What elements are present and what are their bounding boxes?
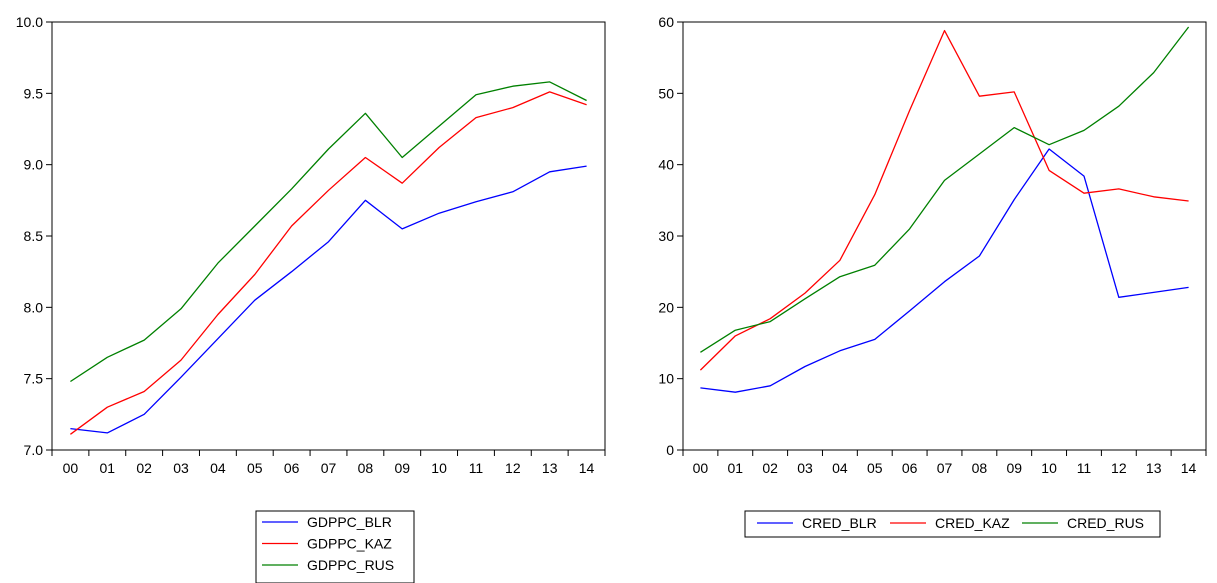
y-tick-label: 0 — [666, 442, 674, 458]
y-tick-label: 7.5 — [24, 371, 44, 387]
y-tick-label: 8.5 — [24, 228, 44, 244]
x-tick-label: 02 — [136, 460, 152, 476]
x-tick-label: 08 — [972, 460, 988, 476]
series-line-gdppc_kaz — [70, 91, 587, 435]
legend-box — [744, 510, 1161, 538]
x-tick-label: 06 — [902, 460, 918, 476]
y-tick-label: 7.0 — [24, 442, 44, 458]
x-tick-label: 12 — [1111, 460, 1127, 476]
x-tick-label: 11 — [1077, 460, 1092, 476]
x-tick-label: 01 — [728, 460, 744, 476]
x-tick-label: 01 — [100, 460, 116, 476]
y-tick-label: 9.0 — [24, 157, 44, 173]
x-tick-label: 05 — [867, 460, 883, 476]
y-tick-label: 10.0 — [16, 14, 43, 30]
x-tick-label: 00 — [693, 460, 709, 476]
y-tick-label: 8.0 — [24, 299, 44, 315]
x-tick-label: 08 — [358, 460, 374, 476]
legend: GDPPC_BLR GDPPC_KAZ GDPPC_RUS — [255, 510, 415, 583]
legend: CRED_BLR CRED_KAZ CRED_RUS — [744, 510, 1161, 538]
x-tick-label: 07 — [321, 460, 337, 476]
legend-box — [255, 510, 415, 583]
plot-frame — [682, 21, 1207, 451]
x-tick-label: 09 — [394, 460, 410, 476]
x-tick-label: 07 — [937, 460, 953, 476]
y-tick-label: 50 — [658, 85, 674, 101]
series-line-cred_kaz — [699, 29, 1189, 371]
series-line-gdppc_rus — [70, 81, 587, 383]
y-tick-label: 30 — [658, 228, 674, 244]
y-tick-label: 10 — [658, 371, 674, 387]
x-tick-label: 09 — [1006, 460, 1022, 476]
y-tick-label: 60 — [658, 14, 674, 30]
x-tick-label: 05 — [247, 460, 263, 476]
series-line-cred_rus — [700, 26, 1190, 353]
x-tick-label: 06 — [284, 460, 300, 476]
x-tick-label: 13 — [542, 460, 558, 476]
legend-label: GDPPC_KAZ — [307, 536, 392, 552]
plot-frame — [51, 21, 606, 451]
x-tick-label: 11 — [469, 460, 484, 476]
x-tick-label: 12 — [505, 460, 521, 476]
x-tick-label: 14 — [1181, 460, 1197, 476]
legend-label: GDPPC_BLR — [307, 514, 392, 530]
x-tick-label: 03 — [797, 460, 813, 476]
series-line-gdppc_blr — [70, 165, 587, 434]
series-line-cred_blr — [700, 148, 1189, 393]
x-tick-label: 13 — [1146, 460, 1162, 476]
legend-label: CRED_RUS — [1067, 515, 1144, 531]
legend-label: CRED_BLR — [802, 515, 877, 531]
y-tick-label: 9.5 — [24, 85, 44, 101]
y-tick-label: 20 — [658, 299, 674, 315]
chart-panel-1: 7.0 7.5 8.0 8.5 9.0 9.5 10.0 00 01 02 03 04 05 06 07 08… — [16, 14, 606, 583]
chart-panel-2: 0 10 20 30 40 50 60 00 01 02 03 04 05 06 07 08 09 10 11 12 1… — [658, 14, 1207, 538]
x-tick-label: 02 — [762, 460, 778, 476]
x-tick-label: 14 — [579, 460, 595, 476]
x-tick-label: 04 — [832, 460, 848, 476]
x-tick-label: 03 — [173, 460, 189, 476]
x-tick-label: 00 — [63, 460, 79, 476]
x-tick-label: 04 — [210, 460, 226, 476]
x-tick-label: 10 — [431, 460, 447, 476]
legend-label: CRED_KAZ — [935, 515, 1010, 531]
legend-label: GDPPC_RUS — [307, 557, 394, 573]
x-tick-label: 10 — [1041, 460, 1057, 476]
y-tick-label: 40 — [658, 157, 674, 173]
